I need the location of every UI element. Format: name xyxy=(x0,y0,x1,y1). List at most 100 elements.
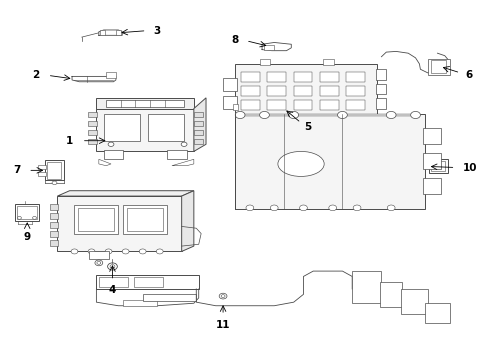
Bar xyxy=(194,139,202,144)
Bar xyxy=(47,162,61,179)
Polygon shape xyxy=(194,98,206,152)
Bar xyxy=(320,86,339,96)
Bar xyxy=(100,30,105,35)
Bar xyxy=(294,86,312,96)
Bar xyxy=(104,114,140,141)
Ellipse shape xyxy=(278,152,324,176)
Bar xyxy=(423,153,441,169)
Bar xyxy=(38,172,46,176)
Bar xyxy=(97,109,194,152)
Polygon shape xyxy=(99,159,111,166)
Bar xyxy=(45,160,64,180)
Text: 10: 10 xyxy=(463,163,478,173)
Bar xyxy=(50,231,58,237)
Bar xyxy=(88,112,97,117)
Circle shape xyxy=(181,142,187,147)
Bar xyxy=(78,208,115,231)
Text: 4: 4 xyxy=(109,285,116,296)
Circle shape xyxy=(338,111,347,118)
Bar xyxy=(380,282,402,307)
Bar xyxy=(429,159,448,173)
Text: 1: 1 xyxy=(66,136,74,146)
Bar xyxy=(357,115,367,120)
Circle shape xyxy=(353,205,361,211)
Bar xyxy=(97,275,199,289)
Polygon shape xyxy=(182,191,194,251)
Bar xyxy=(428,59,450,75)
Bar xyxy=(274,115,284,120)
Bar xyxy=(423,178,441,194)
Circle shape xyxy=(97,261,101,264)
Bar xyxy=(294,100,312,111)
Bar xyxy=(223,96,237,109)
Bar xyxy=(167,150,187,159)
Circle shape xyxy=(108,142,114,147)
Circle shape xyxy=(110,265,115,268)
Bar xyxy=(50,213,58,219)
Bar xyxy=(88,139,97,144)
Circle shape xyxy=(411,111,420,118)
Bar xyxy=(88,121,97,126)
Bar xyxy=(294,72,312,82)
Bar xyxy=(431,60,446,73)
Circle shape xyxy=(95,260,103,266)
Bar xyxy=(346,72,365,82)
Bar xyxy=(106,72,116,78)
Bar xyxy=(346,100,365,111)
Circle shape xyxy=(139,249,146,254)
Bar xyxy=(134,277,163,287)
Circle shape xyxy=(260,111,270,118)
Bar xyxy=(127,208,163,231)
Bar xyxy=(194,121,202,126)
Bar xyxy=(233,104,238,111)
Text: 7: 7 xyxy=(14,165,21,175)
Polygon shape xyxy=(172,159,194,166)
Bar xyxy=(241,72,260,82)
Circle shape xyxy=(88,249,95,254)
Circle shape xyxy=(387,205,395,211)
Bar xyxy=(431,161,445,171)
Bar xyxy=(89,251,109,259)
Bar xyxy=(194,130,202,135)
Text: 9: 9 xyxy=(24,232,31,242)
Bar xyxy=(425,303,450,323)
Polygon shape xyxy=(97,98,194,109)
Bar xyxy=(352,271,381,303)
Bar xyxy=(50,222,58,228)
Circle shape xyxy=(18,216,22,219)
Bar xyxy=(320,100,339,111)
Bar xyxy=(346,86,365,96)
Bar xyxy=(241,86,260,96)
Bar xyxy=(57,196,182,251)
Circle shape xyxy=(105,249,112,254)
Circle shape xyxy=(235,111,245,118)
Bar xyxy=(235,114,425,208)
Bar xyxy=(50,204,58,210)
Bar xyxy=(423,128,441,144)
Bar xyxy=(99,277,128,287)
Circle shape xyxy=(71,249,78,254)
Text: 6: 6 xyxy=(465,69,472,80)
Circle shape xyxy=(122,249,129,254)
Bar xyxy=(123,205,167,234)
Bar xyxy=(50,240,58,246)
Circle shape xyxy=(52,181,57,185)
Circle shape xyxy=(246,205,254,211)
Polygon shape xyxy=(57,191,194,196)
Circle shape xyxy=(329,205,337,211)
Text: 11: 11 xyxy=(216,320,230,330)
Bar xyxy=(268,86,286,96)
Text: 5: 5 xyxy=(304,122,312,132)
Circle shape xyxy=(108,263,117,270)
Bar xyxy=(143,294,196,301)
Circle shape xyxy=(219,293,227,299)
Bar xyxy=(333,115,343,120)
Text: 8: 8 xyxy=(231,35,239,45)
Bar xyxy=(38,165,46,169)
Circle shape xyxy=(270,205,278,211)
Bar xyxy=(147,114,184,141)
Bar xyxy=(265,45,274,50)
Bar xyxy=(104,150,123,159)
Bar xyxy=(250,115,260,120)
Bar xyxy=(375,98,386,109)
